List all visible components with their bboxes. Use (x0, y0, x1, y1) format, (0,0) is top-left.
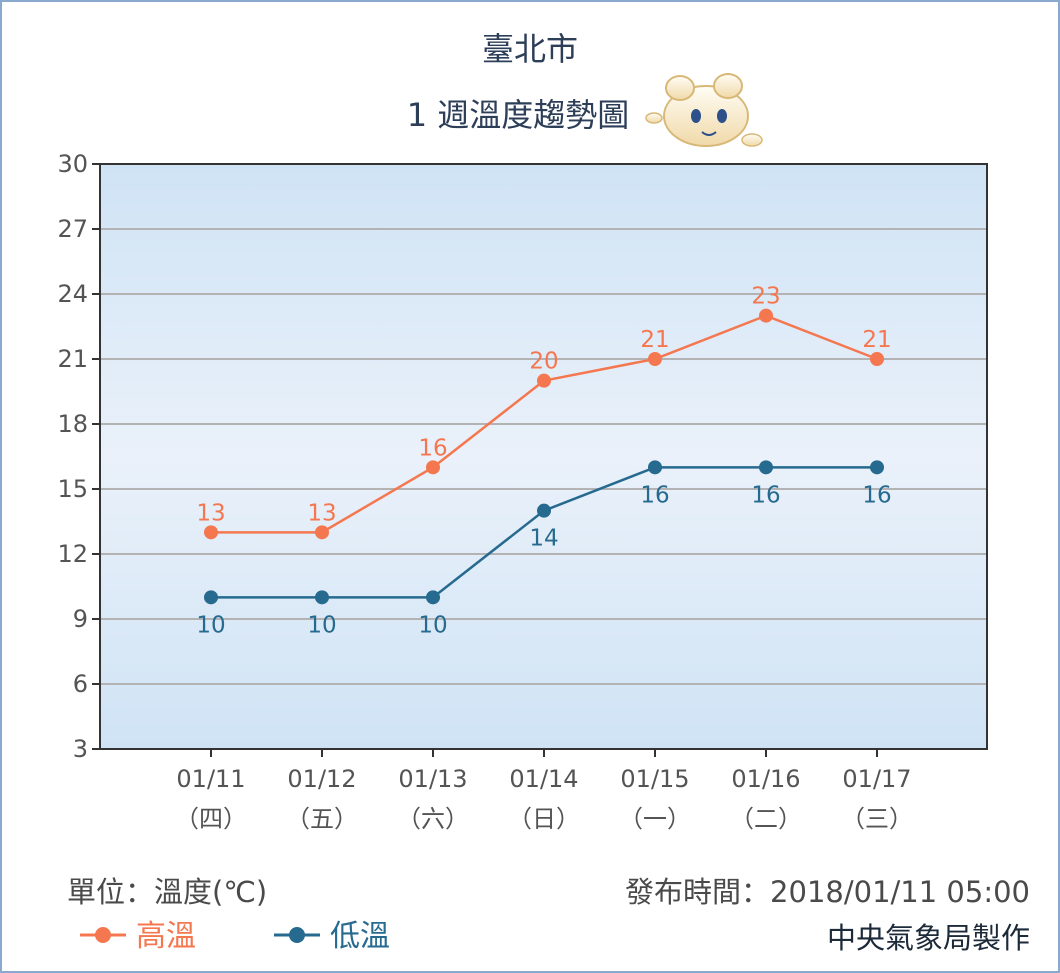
x-weekday-label: （二） (730, 805, 802, 833)
x-weekday-label: （一） (619, 805, 691, 833)
x-weekday-label: （六） (397, 805, 469, 833)
low-temp-label: 10 (307, 612, 336, 638)
unit-label: 單位：溫度(℃) (67, 875, 267, 909)
high-temp-point[interactable] (315, 525, 329, 540)
legend-item-low[interactable]: 低溫 (274, 919, 390, 954)
low-temp-label: 16 (640, 482, 669, 508)
high-temp-label: 21 (640, 327, 669, 353)
credit-text: 中央氣象局製作 (827, 921, 1030, 955)
chart-subtitle: 1 週溫度趨勢圖 (407, 96, 630, 134)
high-temp-label: 23 (751, 284, 780, 310)
high-temp-label: 13 (307, 500, 336, 526)
y-tick-label: 12 (57, 540, 88, 568)
legend-high-label: 高溫 (136, 919, 196, 954)
legend: 高溫 低溫 (80, 919, 390, 954)
y-tick-label: 27 (57, 215, 88, 243)
legend-low-marker (289, 927, 305, 943)
high-temp-point[interactable] (648, 352, 662, 366)
x-axis: 01/11 （四） 01/12 （五） 01/13 （六） 01/14 （日） 01/15 （一）… (175, 749, 913, 833)
low-temp-point[interactable] (759, 460, 773, 475)
x-tick-label: 01/17 (842, 765, 911, 793)
high-temp-point[interactable] (870, 352, 884, 366)
y-tick-label: 21 (57, 345, 88, 373)
y-tick-label: 30 (57, 150, 88, 178)
high-temp-point[interactable] (537, 373, 551, 388)
y-tick-label: 3 (73, 735, 88, 763)
plot-area (100, 164, 987, 749)
low-temp-point[interactable] (204, 590, 218, 605)
y-tick-label: 6 (73, 670, 88, 698)
high-temp-label: 21 (862, 327, 891, 353)
x-weekday-label: （五） (286, 805, 358, 833)
grid-lines (100, 228, 987, 685)
y-tick-label: 24 (57, 280, 88, 308)
low-temp-point[interactable] (537, 503, 551, 518)
low-temp-label: 16 (862, 482, 891, 508)
x-weekday-label: （四） (175, 805, 247, 833)
x-weekday-label: （日） (508, 805, 580, 833)
y-tick-label: 18 (57, 410, 88, 438)
legend-high-marker (95, 927, 111, 943)
series: 13 13 16 20 21 23 21 10 10 10 14 16 16 16 (196, 284, 891, 639)
low-temp-label: 10 (418, 612, 447, 638)
x-weekday-label: （三） (841, 805, 913, 833)
cloud-mascot-icon (645, 73, 763, 147)
low-temp-label: 14 (529, 526, 558, 552)
low-temp-label: 10 (196, 612, 225, 638)
chart-title: 臺北市 (482, 30, 578, 68)
high-temp-label: 13 (196, 500, 225, 526)
x-tick-label: 01/11 (176, 765, 245, 793)
low-temp-point[interactable] (426, 590, 440, 605)
series-low: 10 10 10 14 16 16 16 (196, 460, 892, 638)
y-tick-label: 9 (73, 605, 88, 633)
high-temp-point[interactable] (204, 525, 218, 540)
legend-item-high[interactable]: 高溫 (80, 919, 196, 954)
x-tick-label: 01/16 (731, 765, 800, 793)
high-temp-label: 16 (418, 435, 447, 461)
x-tick-label: 01/13 (398, 765, 467, 793)
y-tick-label: 15 (57, 475, 88, 503)
high-temp-point[interactable] (426, 460, 440, 475)
low-temp-point[interactable] (315, 590, 329, 605)
low-temp-label: 16 (751, 482, 780, 508)
high-temp-label: 20 (529, 349, 558, 375)
series-high: 13 13 16 20 21 23 21 (196, 284, 892, 540)
low-temp-point[interactable] (870, 460, 884, 475)
high-temp-point[interactable] (759, 308, 773, 323)
x-tick-label: 01/12 (287, 765, 356, 793)
x-tick-label: 01/14 (509, 765, 578, 793)
legend-low-label: 低溫 (330, 919, 390, 954)
x-tick-label: 01/15 (620, 765, 689, 793)
y-axis: 3 6 9 12 15 18 21 24 27 30 (57, 150, 100, 763)
low-temp-point[interactable] (648, 460, 662, 475)
published-time: 發布時間：2018/01/11 05:00 (625, 875, 1030, 909)
